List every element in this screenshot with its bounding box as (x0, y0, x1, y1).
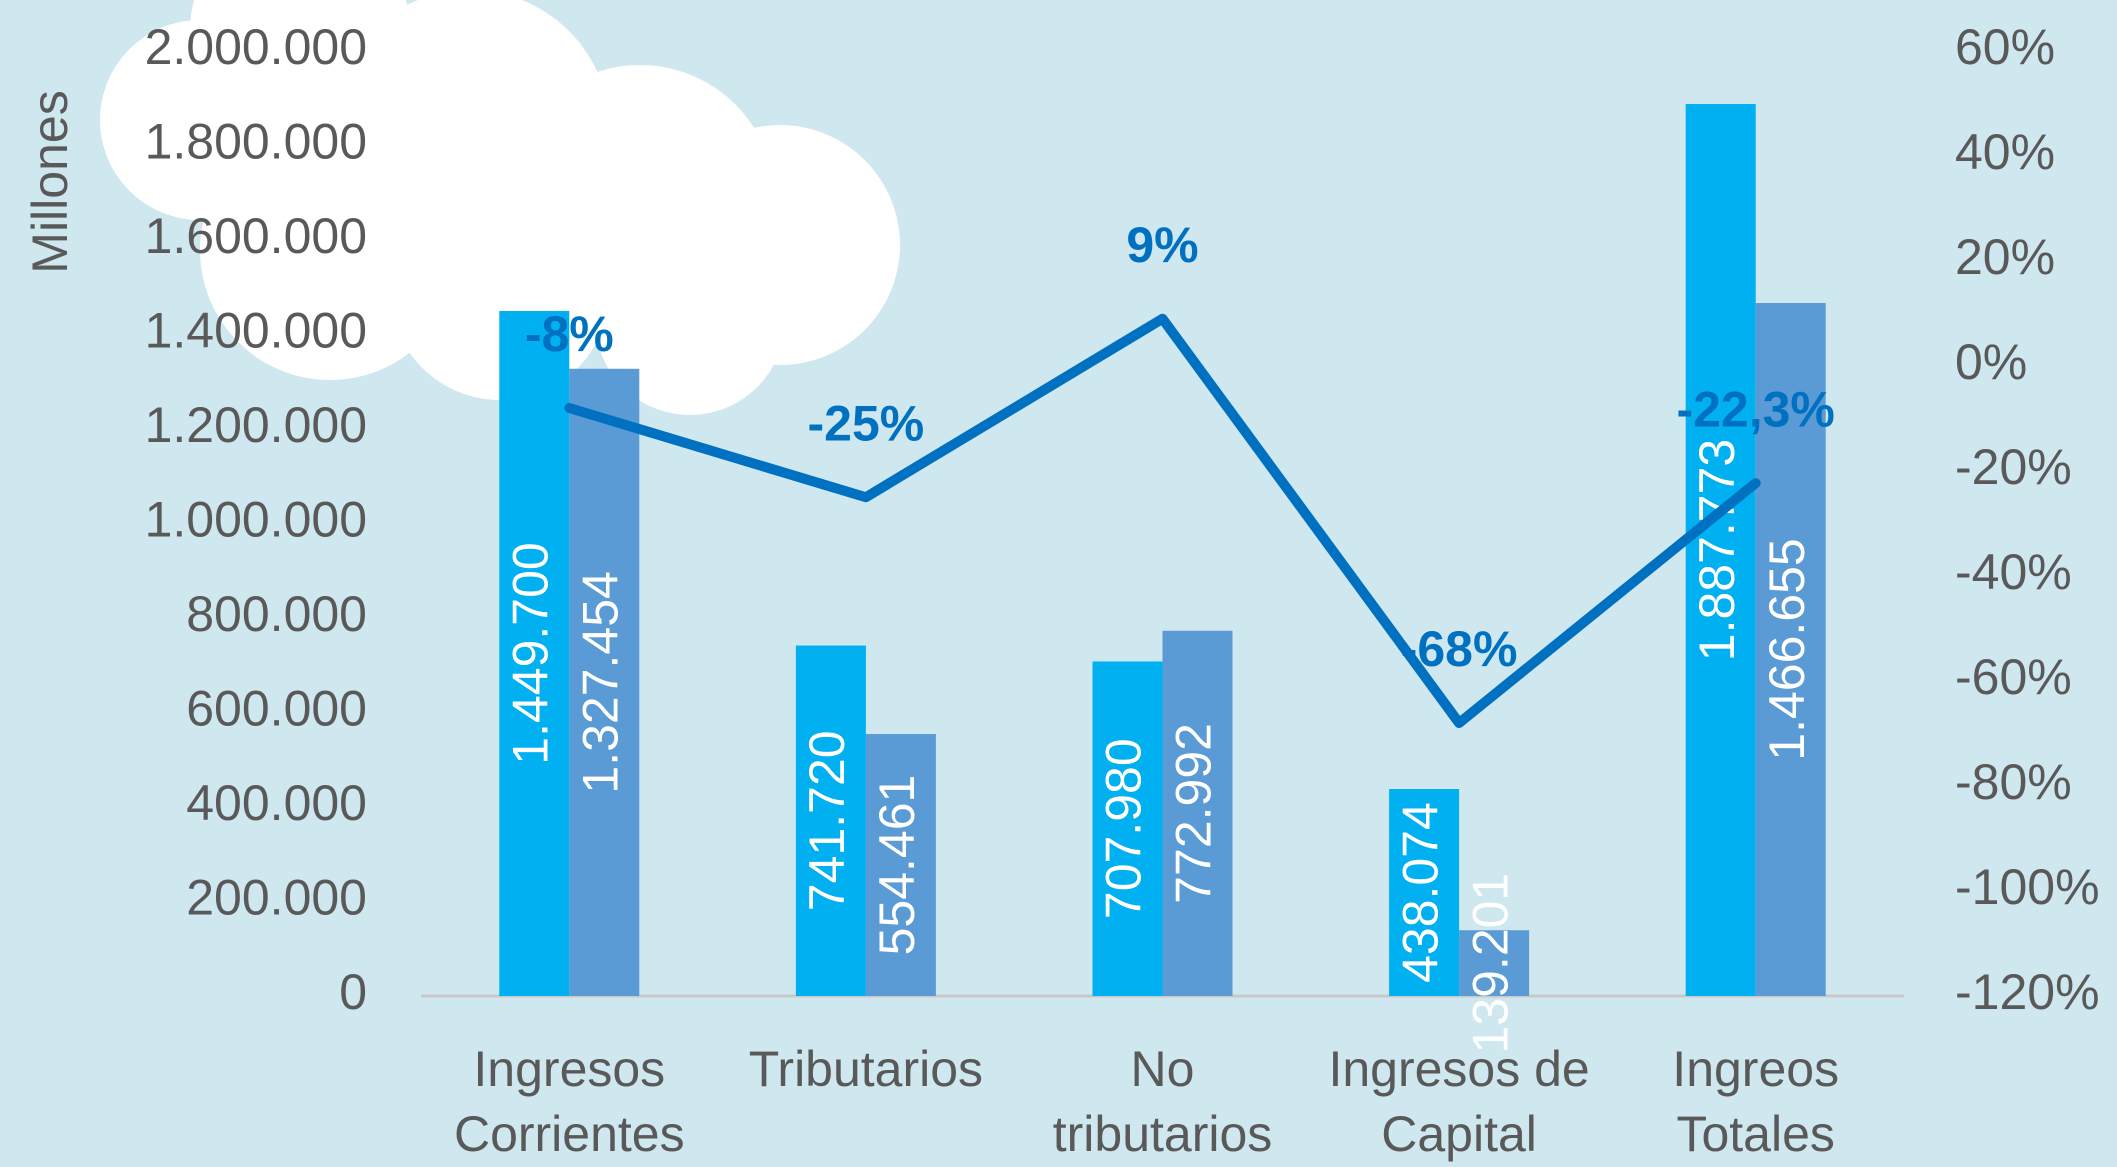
y-axis-label: Millones (22, 90, 78, 273)
line-value-label: -8% (525, 306, 614, 362)
x-tick-label: Ingreos (1672, 1041, 1839, 1097)
bar (1685, 104, 1756, 996)
line-value-label: -68% (1401, 621, 1518, 677)
y2-tick-label: -80% (1955, 754, 2072, 810)
y-tick-label: 1.400.000 (145, 303, 367, 359)
y2-tick-label: 20% (1955, 229, 2055, 285)
x-tick-label: Ingresos (473, 1041, 665, 1097)
line-value-label: -25% (808, 395, 925, 451)
cloud (100, 0, 900, 415)
y-tick-label: 0 (339, 964, 367, 1020)
x-tick-label: Corrientes (454, 1106, 685, 1162)
bar-value-label: 1.466.655 (1759, 538, 1815, 760)
y-tick-label: 400.000 (186, 775, 367, 831)
bar (1459, 930, 1530, 996)
y-tick-label: 1.200.000 (145, 397, 367, 453)
x-tick-label: Capital (1381, 1106, 1537, 1162)
bar (1755, 303, 1826, 997)
y-tick-label: 1.000.000 (145, 492, 367, 548)
bar (795, 645, 866, 996)
y-tick-label: 1.600.000 (145, 208, 367, 264)
y2-tick-label: -100% (1955, 859, 2100, 915)
y2-tick-label: 0% (1955, 334, 2027, 390)
bar (1092, 661, 1163, 996)
y-tick-label: 2.000.000 (145, 19, 367, 75)
x-tick-label: tributarios (1053, 1106, 1273, 1162)
bar (1162, 630, 1233, 996)
y-tick-label: 1.800.000 (145, 114, 367, 170)
x-tick-label: Tributarios (749, 1041, 983, 1097)
x-tick-label: Ingresos de (1328, 1041, 1589, 1097)
y2-tick-label: -120% (1955, 964, 2100, 1020)
bar-value-label: 554.461 (869, 775, 925, 956)
bar (865, 734, 936, 996)
x-tick-label: No (1131, 1041, 1195, 1097)
bar (499, 311, 570, 997)
x-tick-label: Totales (1676, 1106, 1834, 1162)
bar-value-label: 1.449.700 (503, 542, 559, 764)
bar-value-label: 438.074 (1392, 802, 1448, 983)
y2-tick-label: 60% (1955, 19, 2055, 75)
bar-value-label: 1.327.454 (573, 571, 629, 793)
line-value-label: -22,3% (1676, 381, 1834, 437)
bar-value-label: 741.720 (799, 730, 855, 911)
y2-tick-label: -60% (1955, 649, 2072, 705)
bar-value-label: 707.980 (1096, 738, 1152, 919)
y2-tick-label: -20% (1955, 439, 2072, 495)
y2-tick-label: 40% (1955, 124, 2055, 180)
y2-tick-label: -40% (1955, 544, 2072, 600)
line-value-label: 9% (1126, 217, 1198, 273)
y-tick-label: 800.000 (186, 586, 367, 642)
bar (1389, 789, 1460, 996)
line (564, 313, 1761, 728)
bar (569, 368, 640, 997)
y-tick-label: 600.000 (186, 681, 367, 737)
bar-value-label: 139.201 (1462, 873, 1518, 1054)
bar-value-label: 1.887.773 (1689, 439, 1745, 661)
y-tick-label: 200.000 (186, 870, 367, 926)
bar-value-label: 772.992 (1166, 723, 1222, 904)
